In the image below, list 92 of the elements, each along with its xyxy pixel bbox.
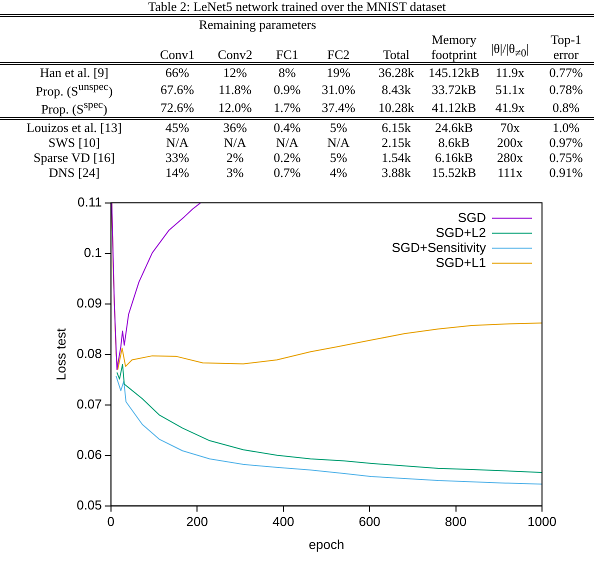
text: 51.1x — [494, 80, 526, 98]
text: Remaining parameters — [148, 16, 367, 32]
category-label: Total — [366, 32, 426, 64]
text: 24.6kB — [426, 118, 482, 135]
text: 0.9% — [272, 80, 302, 98]
text: 6.15k — [366, 118, 426, 135]
text: 66% — [164, 64, 190, 80]
text: N/A — [222, 134, 248, 150]
text: 0.75% — [548, 150, 584, 165]
x-tick-label: 400 — [272, 514, 294, 530]
text: 0.2% — [272, 150, 302, 165]
text: Sparse VD [16] — [32, 150, 116, 165]
text: 8.43k — [380, 80, 412, 98]
category-label: Conv2 — [206, 32, 264, 64]
text: 14% — [164, 164, 190, 180]
text: 0.91% — [548, 164, 584, 180]
text: 111x — [496, 164, 524, 180]
text: DNS [24] — [48, 164, 101, 180]
text: 2% — [225, 150, 245, 165]
category-label: Memory footprint — [426, 32, 482, 64]
text: 8.6kB — [437, 134, 471, 150]
text: 0.4% — [264, 118, 310, 135]
text: 11.8% — [218, 80, 253, 98]
text: 70x — [482, 118, 538, 135]
text: 4% — [328, 164, 348, 180]
text: 15.52kB — [430, 164, 478, 180]
y-tick-label: 0.06 — [76, 446, 102, 462]
text: 0.77% — [548, 64, 584, 80]
text: 12% — [222, 64, 248, 80]
text: 5% — [328, 150, 348, 165]
category-label: Top-1 error — [538, 32, 594, 64]
legend-label: SGD — [458, 210, 486, 225]
category-label: FC2 — [310, 32, 367, 64]
text: 1.54k — [380, 150, 412, 165]
x-axis-title: epoch — [308, 536, 344, 552]
text: Louizos et al. [13] — [0, 118, 148, 135]
text: Han et al. [9] — [38, 64, 110, 80]
y-tick-label: 0.09 — [76, 295, 102, 310]
text: 33.72kB — [430, 80, 478, 98]
text: 33% — [164, 150, 190, 165]
text: 8% — [278, 64, 297, 80]
legend-label: SGD+L1 — [436, 254, 486, 270]
text: 45% — [148, 118, 206, 135]
text: SWS [10] — [47, 134, 102, 150]
text: 36% — [206, 118, 264, 135]
text: N/A — [165, 134, 190, 150]
text: 1.7% — [272, 98, 302, 117]
text: 19% — [326, 64, 352, 80]
text: 5% — [310, 118, 367, 135]
y-tick-label: 0.08 — [76, 346, 102, 361]
text: N/A — [274, 134, 300, 150]
y-tick-label: 0.11 — [78, 194, 102, 210]
text: 37.4% — [320, 98, 356, 117]
y-tick-label: 0.07 — [76, 396, 102, 412]
text: 145.12kB — [428, 64, 480, 80]
text: 36.28k — [377, 64, 416, 80]
x-tick-label: 0 — [107, 514, 115, 530]
text: 67.6% — [159, 80, 196, 98]
text: 1.0% — [538, 118, 594, 135]
category-label: FC1 — [264, 32, 310, 64]
y-axis-title: Loss test — [53, 328, 68, 380]
text: 200x — [496, 134, 524, 150]
text: 6.16kB — [434, 150, 474, 165]
y-tick-label: 0.05 — [76, 497, 102, 512]
y-tick-label: 0.1 — [84, 244, 102, 260]
text: 0.8% — [551, 98, 581, 117]
x-tick-label: 800 — [444, 514, 467, 530]
text: 3% — [225, 164, 245, 180]
x-tick-label: 600 — [358, 514, 380, 530]
text: 2.15k — [380, 134, 412, 150]
text: 72.6% — [159, 98, 196, 117]
text: 31.0% — [320, 80, 356, 98]
text: 41.9x — [494, 98, 526, 117]
category-label: Conv1 — [148, 32, 206, 64]
text: 3.88k — [380, 164, 412, 180]
text: 0.7% — [272, 164, 302, 180]
text: 280x — [496, 150, 524, 165]
text: Prop. (S$^{unspec}$) — [34, 80, 114, 98]
text: Prop. (S$^{spec}$) — [40, 98, 108, 118]
category-label: |θ|/|θ$_{≠0}$| — [482, 32, 538, 64]
x-tick-label: 200 — [186, 514, 208, 530]
text: Table 2: LeNet5 network trained over the MNIST dataset — [147, 0, 447, 14]
text: 12.0% — [217, 98, 253, 117]
legend-label: SGD+Sensitivity — [392, 240, 486, 255]
text: 41.12kB — [430, 98, 478, 117]
text: N/A — [326, 134, 351, 150]
x-tick-label: 1000 — [528, 514, 556, 530]
text: 10.28k — [377, 98, 416, 117]
text: 0.97% — [548, 134, 584, 150]
text: 11.9x — [494, 64, 526, 80]
text: 0.78% — [548, 80, 584, 98]
legend-label: SGD+L2 — [436, 224, 486, 240]
